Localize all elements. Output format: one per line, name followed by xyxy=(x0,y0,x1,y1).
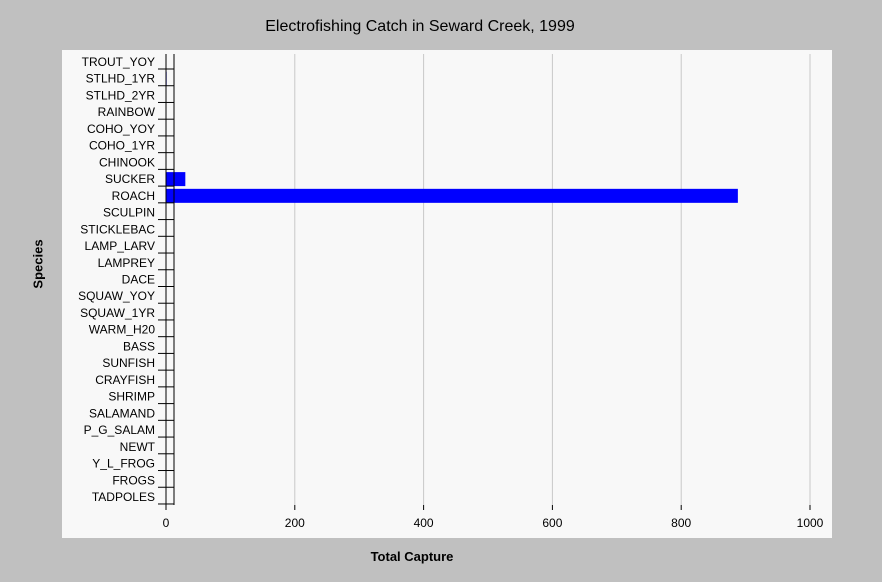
x-tick-label: 600 xyxy=(542,516,562,530)
x-tick-label: 800 xyxy=(671,516,691,530)
y-tick-label: STLHD_1YR xyxy=(86,72,156,86)
x-tick-label: 0 xyxy=(163,516,170,530)
y-tick-label: BASS xyxy=(123,339,155,353)
y-tick-label: NEWT xyxy=(120,440,156,454)
y-tick-label: SCULPIN xyxy=(103,206,155,220)
x-tick-label: 200 xyxy=(285,516,305,530)
y-tick-label: RAINBOW xyxy=(98,105,156,119)
y-tick-label: CHINOOK xyxy=(99,155,155,169)
y-tick-label: CRAYFISH xyxy=(95,373,155,387)
y-tick-label: STICKLEBAC xyxy=(80,222,155,236)
x-tick-label: 1000 xyxy=(797,516,824,530)
y-tick-label: SHRIMP xyxy=(108,390,155,404)
y-tick-label: STLHD_2YR xyxy=(86,88,156,102)
y-tick-label: DACE xyxy=(122,272,155,286)
y-tick-label: FROGS xyxy=(112,473,155,487)
y-tick-label: TADPOLES xyxy=(92,490,155,504)
y-tick-label: LAMP_LARV xyxy=(85,239,155,253)
bar xyxy=(166,172,186,187)
x-axis-label: Total Capture xyxy=(370,549,454,564)
y-tick-label: COHO_1YR xyxy=(89,139,155,153)
y-tick-label: SALAMAND xyxy=(89,406,155,420)
chart-title: Electrofishing Catch in Seward Creek, 19… xyxy=(265,18,575,35)
y-tick-label: COHO_YOY xyxy=(87,122,155,136)
y-tick-label: Y_L_FROG xyxy=(92,457,155,471)
y-tick-label: SQUAW_1YR xyxy=(80,306,155,320)
plot-area xyxy=(62,50,832,538)
y-tick-label: P_G_SALAM xyxy=(84,423,155,437)
y-tick-label: ROACH xyxy=(112,189,155,203)
y-tick-label: WARM_H20 xyxy=(89,323,156,337)
y-tick-label: SUNFISH xyxy=(102,356,155,370)
y-tick-label: TROUT_YOY xyxy=(82,55,155,69)
y-tick-label: LAMPREY xyxy=(98,256,155,270)
y-tick-label: SQUAW_YOY xyxy=(78,289,155,303)
y-tick-label: SUCKER xyxy=(105,172,155,186)
bar xyxy=(166,188,738,203)
x-tick-label: 400 xyxy=(414,516,434,530)
